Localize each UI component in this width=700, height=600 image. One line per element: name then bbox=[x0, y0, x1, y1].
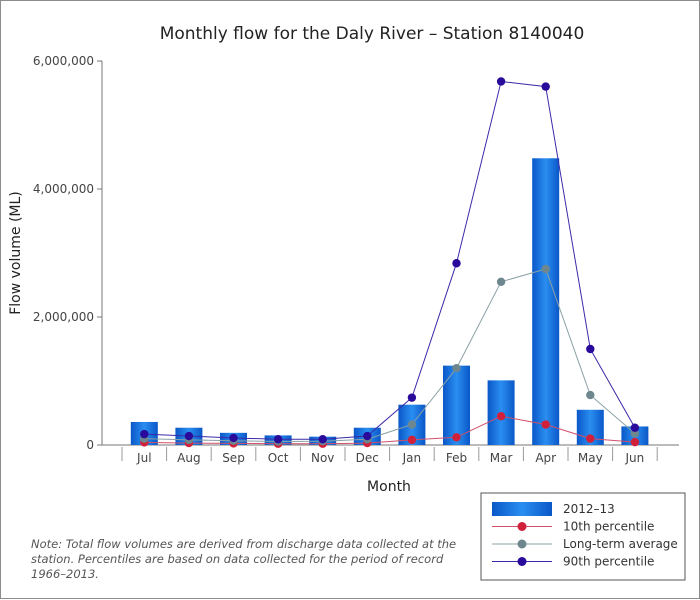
y-tick-label: 0 bbox=[86, 438, 94, 452]
legend-label: 90th percentile bbox=[563, 555, 654, 569]
x-tick-label: Jan bbox=[402, 451, 422, 465]
data-point bbox=[407, 393, 417, 402]
data-point bbox=[273, 435, 283, 444]
data-point bbox=[630, 437, 640, 447]
legend-swatch-bar bbox=[492, 502, 552, 516]
series-line bbox=[144, 415, 635, 445]
x-tick-label: Oct bbox=[268, 451, 289, 465]
y-tick-label: 6,000,000 bbox=[33, 54, 94, 68]
data-point bbox=[363, 431, 372, 441]
x-tick-label: Sep bbox=[222, 451, 245, 465]
x-tick-label: Nov bbox=[311, 451, 334, 465]
data-point bbox=[541, 420, 550, 429]
x-tick-label: Apr bbox=[535, 451, 556, 465]
x-tick-label: Mar bbox=[490, 451, 513, 465]
data-point bbox=[452, 364, 461, 373]
chart-title: Monthly flow for the Daly River – Statio… bbox=[160, 24, 585, 44]
data-point bbox=[407, 420, 417, 429]
data-point bbox=[496, 77, 506, 86]
data-point bbox=[496, 412, 506, 421]
data-point bbox=[586, 344, 595, 354]
data-point bbox=[318, 435, 327, 444]
data-point bbox=[496, 277, 506, 286]
data-point bbox=[630, 423, 640, 432]
bar-series bbox=[130, 158, 649, 445]
y-axis-label: Flow volume (ML) bbox=[8, 191, 24, 315]
legend-label: 10th percentile bbox=[563, 520, 654, 534]
data-point bbox=[586, 434, 595, 443]
line-series-group bbox=[140, 77, 640, 448]
legend: 2012–13 10th percentile Long-term average 9… bbox=[480, 492, 686, 581]
data-point bbox=[229, 433, 238, 443]
legend-label: Long-term average bbox=[563, 537, 678, 551]
series-line bbox=[144, 80, 636, 440]
data-point bbox=[184, 431, 194, 441]
x-tick-label: May bbox=[578, 451, 603, 465]
data-point bbox=[541, 82, 550, 91]
axes: 0 2,000,000 4,000,000 6,000,000 Jul Aug Sep Oct… bbox=[33, 54, 679, 465]
legend-swatch-marker bbox=[517, 522, 527, 531]
legend-label: 2012–13 bbox=[563, 502, 615, 516]
data-point bbox=[407, 435, 417, 445]
line-series bbox=[140, 264, 640, 446]
bar bbox=[532, 158, 560, 445]
x-tick-label: Jul bbox=[136, 451, 151, 465]
legend-swatch-marker bbox=[517, 557, 527, 566]
data-point bbox=[586, 390, 595, 400]
data-point bbox=[452, 259, 461, 268]
x-tick-label: Dec bbox=[356, 451, 379, 465]
footnote: Note: Total flow volumes are derived fro… bbox=[31, 537, 457, 581]
x-tick-label: Jun bbox=[625, 451, 645, 465]
legend-swatch-marker bbox=[517, 539, 527, 549]
y-tick-label: 2,000,000 bbox=[33, 310, 94, 324]
y-tick-label: 4,000,000 bbox=[33, 182, 94, 196]
data-point bbox=[140, 429, 149, 439]
data-point bbox=[452, 433, 461, 442]
x-axis-label: Month bbox=[367, 479, 411, 495]
line-series bbox=[140, 77, 640, 444]
data-point bbox=[541, 264, 550, 274]
x-tick-label: Feb bbox=[446, 451, 467, 465]
x-tick-label: Aug bbox=[177, 451, 200, 465]
series-line bbox=[144, 268, 636, 443]
data-point bbox=[630, 429, 640, 438]
